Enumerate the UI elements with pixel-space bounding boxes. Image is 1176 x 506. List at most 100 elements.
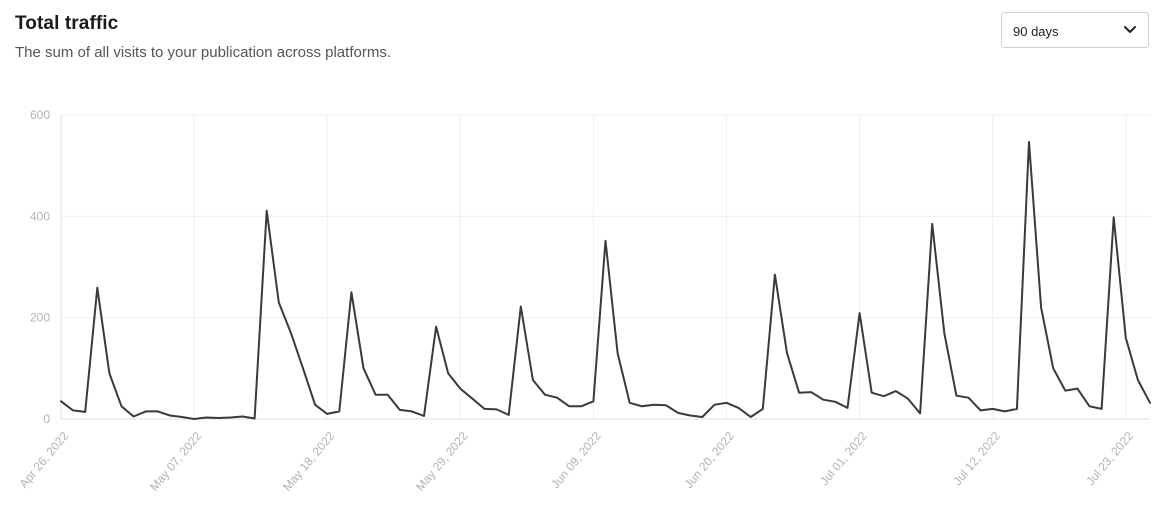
data-point <box>1076 388 1078 390</box>
data-point <box>713 404 715 406</box>
data-point <box>290 332 292 334</box>
data-point <box>435 326 437 328</box>
data-point <box>980 409 982 411</box>
data-point <box>859 312 861 314</box>
data-point <box>1040 307 1042 309</box>
data-point <box>217 417 219 419</box>
data-point <box>363 367 365 369</box>
x-tick-label: Jul 01, 2022 <box>817 429 870 488</box>
data-point <box>726 402 728 404</box>
data-point <box>60 400 62 402</box>
date-range-select[interactable]: 90 days <box>1001 12 1149 48</box>
data-point <box>121 405 123 407</box>
data-point <box>895 390 897 392</box>
x-tick-label: Jul 12, 2022 <box>950 429 1003 488</box>
date-range-value: 90 days <box>1013 24 1059 39</box>
data-point <box>508 414 510 416</box>
data-point <box>520 306 522 308</box>
data-point <box>338 410 340 412</box>
x-tick-label: Apr 26, 2022 <box>16 429 71 491</box>
data-point <box>677 412 679 414</box>
data-point <box>375 394 377 396</box>
data-point <box>810 391 812 393</box>
data-point <box>350 291 352 293</box>
data-point <box>544 394 546 396</box>
x-tick-label: May 18, 2022 <box>280 429 338 494</box>
data-point <box>1125 337 1127 339</box>
data-point <box>266 210 268 212</box>
data-point <box>193 418 195 420</box>
data-point <box>532 379 534 381</box>
data-point <box>1052 367 1054 369</box>
data-point <box>1137 379 1139 381</box>
data-point <box>302 367 304 369</box>
data-point <box>907 398 909 400</box>
data-point <box>931 223 933 225</box>
data-point <box>169 415 171 417</box>
data-point <box>943 332 945 334</box>
data-point <box>484 408 486 410</box>
page-title: Total traffic <box>15 13 119 34</box>
data-point <box>254 418 256 420</box>
data-point <box>665 404 667 406</box>
data-point <box>1004 410 1006 412</box>
data-point <box>592 400 594 402</box>
data-point <box>919 412 921 414</box>
data-point <box>701 416 703 418</box>
data-point <box>181 416 183 418</box>
data-point <box>617 352 619 354</box>
data-point <box>242 416 244 418</box>
data-point <box>568 405 570 407</box>
data-point <box>84 411 86 413</box>
data-point <box>447 372 449 374</box>
data-point <box>871 392 873 394</box>
data-point <box>314 404 316 406</box>
data-point <box>955 395 957 397</box>
traffic-series-line <box>60 140 1151 420</box>
data-point <box>108 372 110 374</box>
data-point <box>556 397 558 399</box>
data-point <box>605 240 607 242</box>
data-point <box>496 408 498 410</box>
data-point <box>1064 390 1066 392</box>
data-point <box>326 413 328 415</box>
data-point <box>762 408 764 410</box>
y-tick-label: 600 <box>30 108 50 122</box>
data-point <box>1113 216 1115 218</box>
data-point <box>411 410 413 412</box>
y-tick-label: 0 <box>43 412 50 426</box>
data-point <box>822 399 824 401</box>
data-point <box>653 404 655 406</box>
data-point <box>72 409 74 411</box>
x-tick-label: May 07, 2022 <box>147 429 205 494</box>
data-point <box>423 415 425 417</box>
data-point <box>278 302 280 304</box>
data-point <box>834 401 836 403</box>
data-point <box>1028 141 1030 143</box>
data-point <box>750 416 752 418</box>
x-tick-label: Jul 23, 2022 <box>1083 429 1136 488</box>
y-tick-label: 400 <box>30 209 50 223</box>
data-point <box>229 417 231 419</box>
page-subtitle: The sum of all visits to your publicatio… <box>15 44 391 61</box>
data-point <box>459 388 461 390</box>
data-point <box>1101 408 1103 410</box>
data-point <box>96 287 98 289</box>
data-point <box>1089 405 1091 407</box>
data-point <box>992 408 994 410</box>
data-point <box>968 397 970 399</box>
data-point <box>580 405 582 407</box>
data-point <box>786 352 788 354</box>
data-point <box>133 416 135 418</box>
data-point <box>847 407 849 409</box>
data-point <box>738 407 740 409</box>
data-point <box>205 417 207 419</box>
data-point <box>387 394 389 396</box>
data-point <box>1016 408 1018 410</box>
data-point <box>641 405 643 407</box>
data-point <box>145 410 147 412</box>
data-point <box>471 398 473 400</box>
x-tick-label: May 29, 2022 <box>413 429 471 494</box>
data-point <box>629 402 631 404</box>
